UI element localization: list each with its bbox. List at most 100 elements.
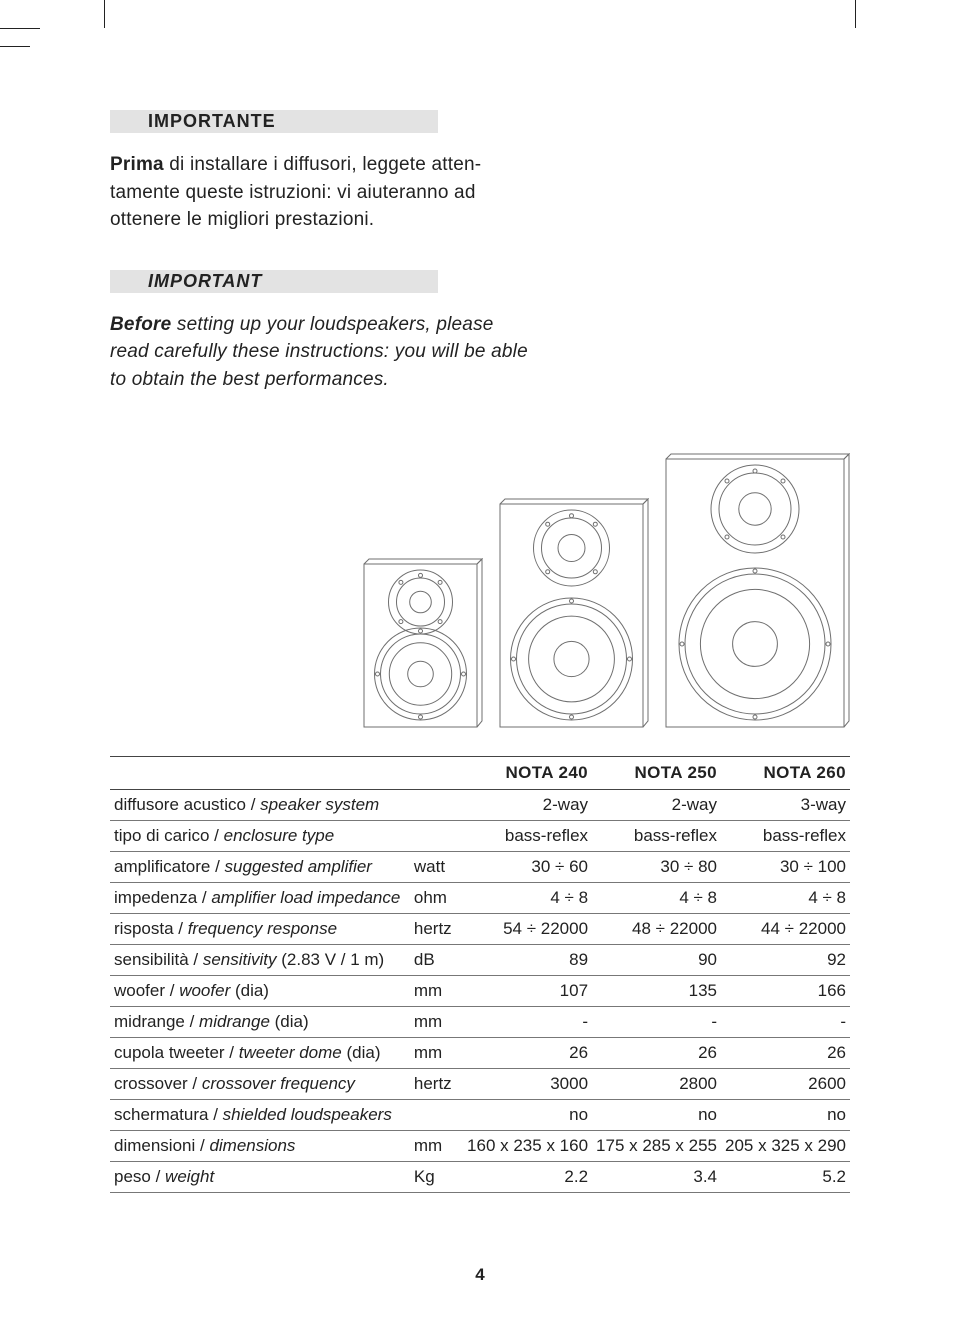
row-value: 2-way	[463, 790, 592, 821]
row-value: 26	[463, 1038, 592, 1069]
heading-en: IMPORTANT	[110, 270, 438, 293]
table-row: diffusore acustico / speaker system 2-way…	[110, 790, 850, 821]
row-value: bass-reflex	[721, 821, 850, 852]
row-value: 4 ÷ 8	[592, 883, 721, 914]
th-col-2: NOTA 260	[721, 757, 850, 790]
row-unit: ohm	[410, 883, 463, 914]
page: IMPORTANTE Prima di installare i diffuso…	[0, 0, 960, 1325]
row-value: 26	[592, 1038, 721, 1069]
spec-table: NOTA 240 NOTA 250 NOTA 260 diffusore acu…	[110, 756, 850, 1193]
row-value: 3.4	[592, 1162, 721, 1193]
th-col-0: NOTA 240	[463, 757, 592, 790]
speaker-icon	[363, 558, 483, 728]
row-value: 175 x 285 x 255	[592, 1131, 721, 1162]
th-col-1: NOTA 250	[592, 757, 721, 790]
row-value: 26	[721, 1038, 850, 1069]
row-label: amplificatore / suggested amplifier	[110, 852, 410, 883]
row-value: 2800	[592, 1069, 721, 1100]
th-blank	[110, 757, 410, 790]
row-value: 2600	[721, 1069, 850, 1100]
row-label: dimensioni / dimensions	[110, 1131, 410, 1162]
row-label: impedenza / amplifier load impedance	[110, 883, 410, 914]
table-row: sensibilità / sensitivity (2.83 V / 1 m)…	[110, 945, 850, 976]
row-value: 30 ÷ 100	[721, 852, 850, 883]
table-row: risposta / frequency responsehertz54 ÷ 2…	[110, 914, 850, 945]
table-row: woofer / woofer (dia)mm107135166	[110, 976, 850, 1007]
row-value: bass-reflex	[592, 821, 721, 852]
table-row: dimensioni / dimensionsmm160 x 235 x 160…	[110, 1131, 850, 1162]
row-value: 166	[721, 976, 850, 1007]
row-value: -	[592, 1007, 721, 1038]
row-value: -	[463, 1007, 592, 1038]
row-value: 89	[463, 945, 592, 976]
speaker-drawing	[363, 558, 483, 728]
row-unit: mm	[410, 976, 463, 1007]
row-value: 3-way	[721, 790, 850, 821]
table-row: amplificatore / suggested amplifierwatt3…	[110, 852, 850, 883]
row-unit: mm	[410, 1007, 463, 1038]
page-number: 4	[0, 1265, 960, 1285]
row-unit: mm	[410, 1131, 463, 1162]
heading-it: IMPORTANTE	[110, 110, 438, 133]
row-unit	[410, 790, 463, 821]
table-header-row: NOTA 240 NOTA 250 NOTA 260	[110, 757, 850, 790]
row-unit	[410, 1100, 463, 1131]
crop-mark	[0, 46, 30, 47]
crop-mark	[855, 0, 856, 28]
row-label: peso / weight	[110, 1162, 410, 1193]
row-value: 92	[721, 945, 850, 976]
row-unit	[410, 821, 463, 852]
row-value: 2-way	[592, 790, 721, 821]
row-value: bass-reflex	[463, 821, 592, 852]
row-value: 160 x 235 x 160	[463, 1131, 592, 1162]
row-value: no	[463, 1100, 592, 1131]
row-value: 4 ÷ 8	[721, 883, 850, 914]
th-unit-blank	[410, 757, 463, 790]
row-label: cupola tweeter / tweeter dome (dia)	[110, 1038, 410, 1069]
row-unit: hertz	[410, 1069, 463, 1100]
row-value: 205 x 325 x 290	[721, 1131, 850, 1162]
row-value: no	[721, 1100, 850, 1131]
speaker-drawing	[665, 453, 850, 728]
row-label: tipo di carico / enclosure type	[110, 821, 410, 852]
row-label: woofer / woofer (dia)	[110, 976, 410, 1007]
row-label: risposta / frequency response	[110, 914, 410, 945]
row-unit: Kg	[410, 1162, 463, 1193]
speakers-illustration	[110, 453, 850, 728]
row-label: sensibilità / sensitivity (2.83 V / 1 m)	[110, 945, 410, 976]
row-value: 48 ÷ 22000	[592, 914, 721, 945]
row-unit: hertz	[410, 914, 463, 945]
row-value: 30 ÷ 60	[463, 852, 592, 883]
table-row: midrange / midrange (dia)mm---	[110, 1007, 850, 1038]
crop-mark	[104, 0, 105, 28]
table-row: cupola tweeter / tweeter dome (dia)mm262…	[110, 1038, 850, 1069]
row-label: diffusore acustico / speaker system	[110, 790, 410, 821]
row-unit: dB	[410, 945, 463, 976]
row-unit: watt	[410, 852, 463, 883]
table-row: crossover / crossover frequencyhertz3000…	[110, 1069, 850, 1100]
row-unit: mm	[410, 1038, 463, 1069]
table-row: peso / weightKg2.23.45.2	[110, 1162, 850, 1193]
row-label: crossover / crossover frequency	[110, 1069, 410, 1100]
para-it-rest: di installare i diffusori, leggete atten…	[110, 154, 481, 230]
row-value: 30 ÷ 80	[592, 852, 721, 883]
speaker-icon	[665, 453, 850, 728]
row-value: 4 ÷ 8	[463, 883, 592, 914]
row-label: schermatura / shielded loudspeakers	[110, 1100, 410, 1131]
row-value: 135	[592, 976, 721, 1007]
paragraph-en: Before setting up your loudspeakers, ple…	[110, 311, 530, 394]
row-value: 2.2	[463, 1162, 592, 1193]
lead-word-en: Before	[110, 314, 171, 335]
row-value: no	[592, 1100, 721, 1131]
speaker-icon	[499, 498, 649, 728]
row-value: -	[721, 1007, 850, 1038]
paragraph-it: Prima di installare i diffusori, leggete…	[110, 151, 530, 234]
speaker-drawing	[499, 498, 649, 728]
crop-mark	[0, 28, 40, 29]
row-value: 3000	[463, 1069, 592, 1100]
row-value: 107	[463, 976, 592, 1007]
row-value: 54 ÷ 22000	[463, 914, 592, 945]
row-value: 44 ÷ 22000	[721, 914, 850, 945]
table-row: schermatura / shielded loudspeakersnonon…	[110, 1100, 850, 1131]
row-value: 5.2	[721, 1162, 850, 1193]
